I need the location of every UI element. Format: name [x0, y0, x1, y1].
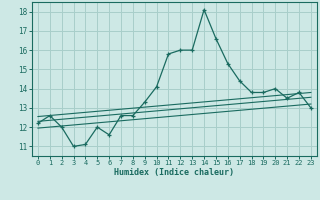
- X-axis label: Humidex (Indice chaleur): Humidex (Indice chaleur): [115, 168, 234, 177]
